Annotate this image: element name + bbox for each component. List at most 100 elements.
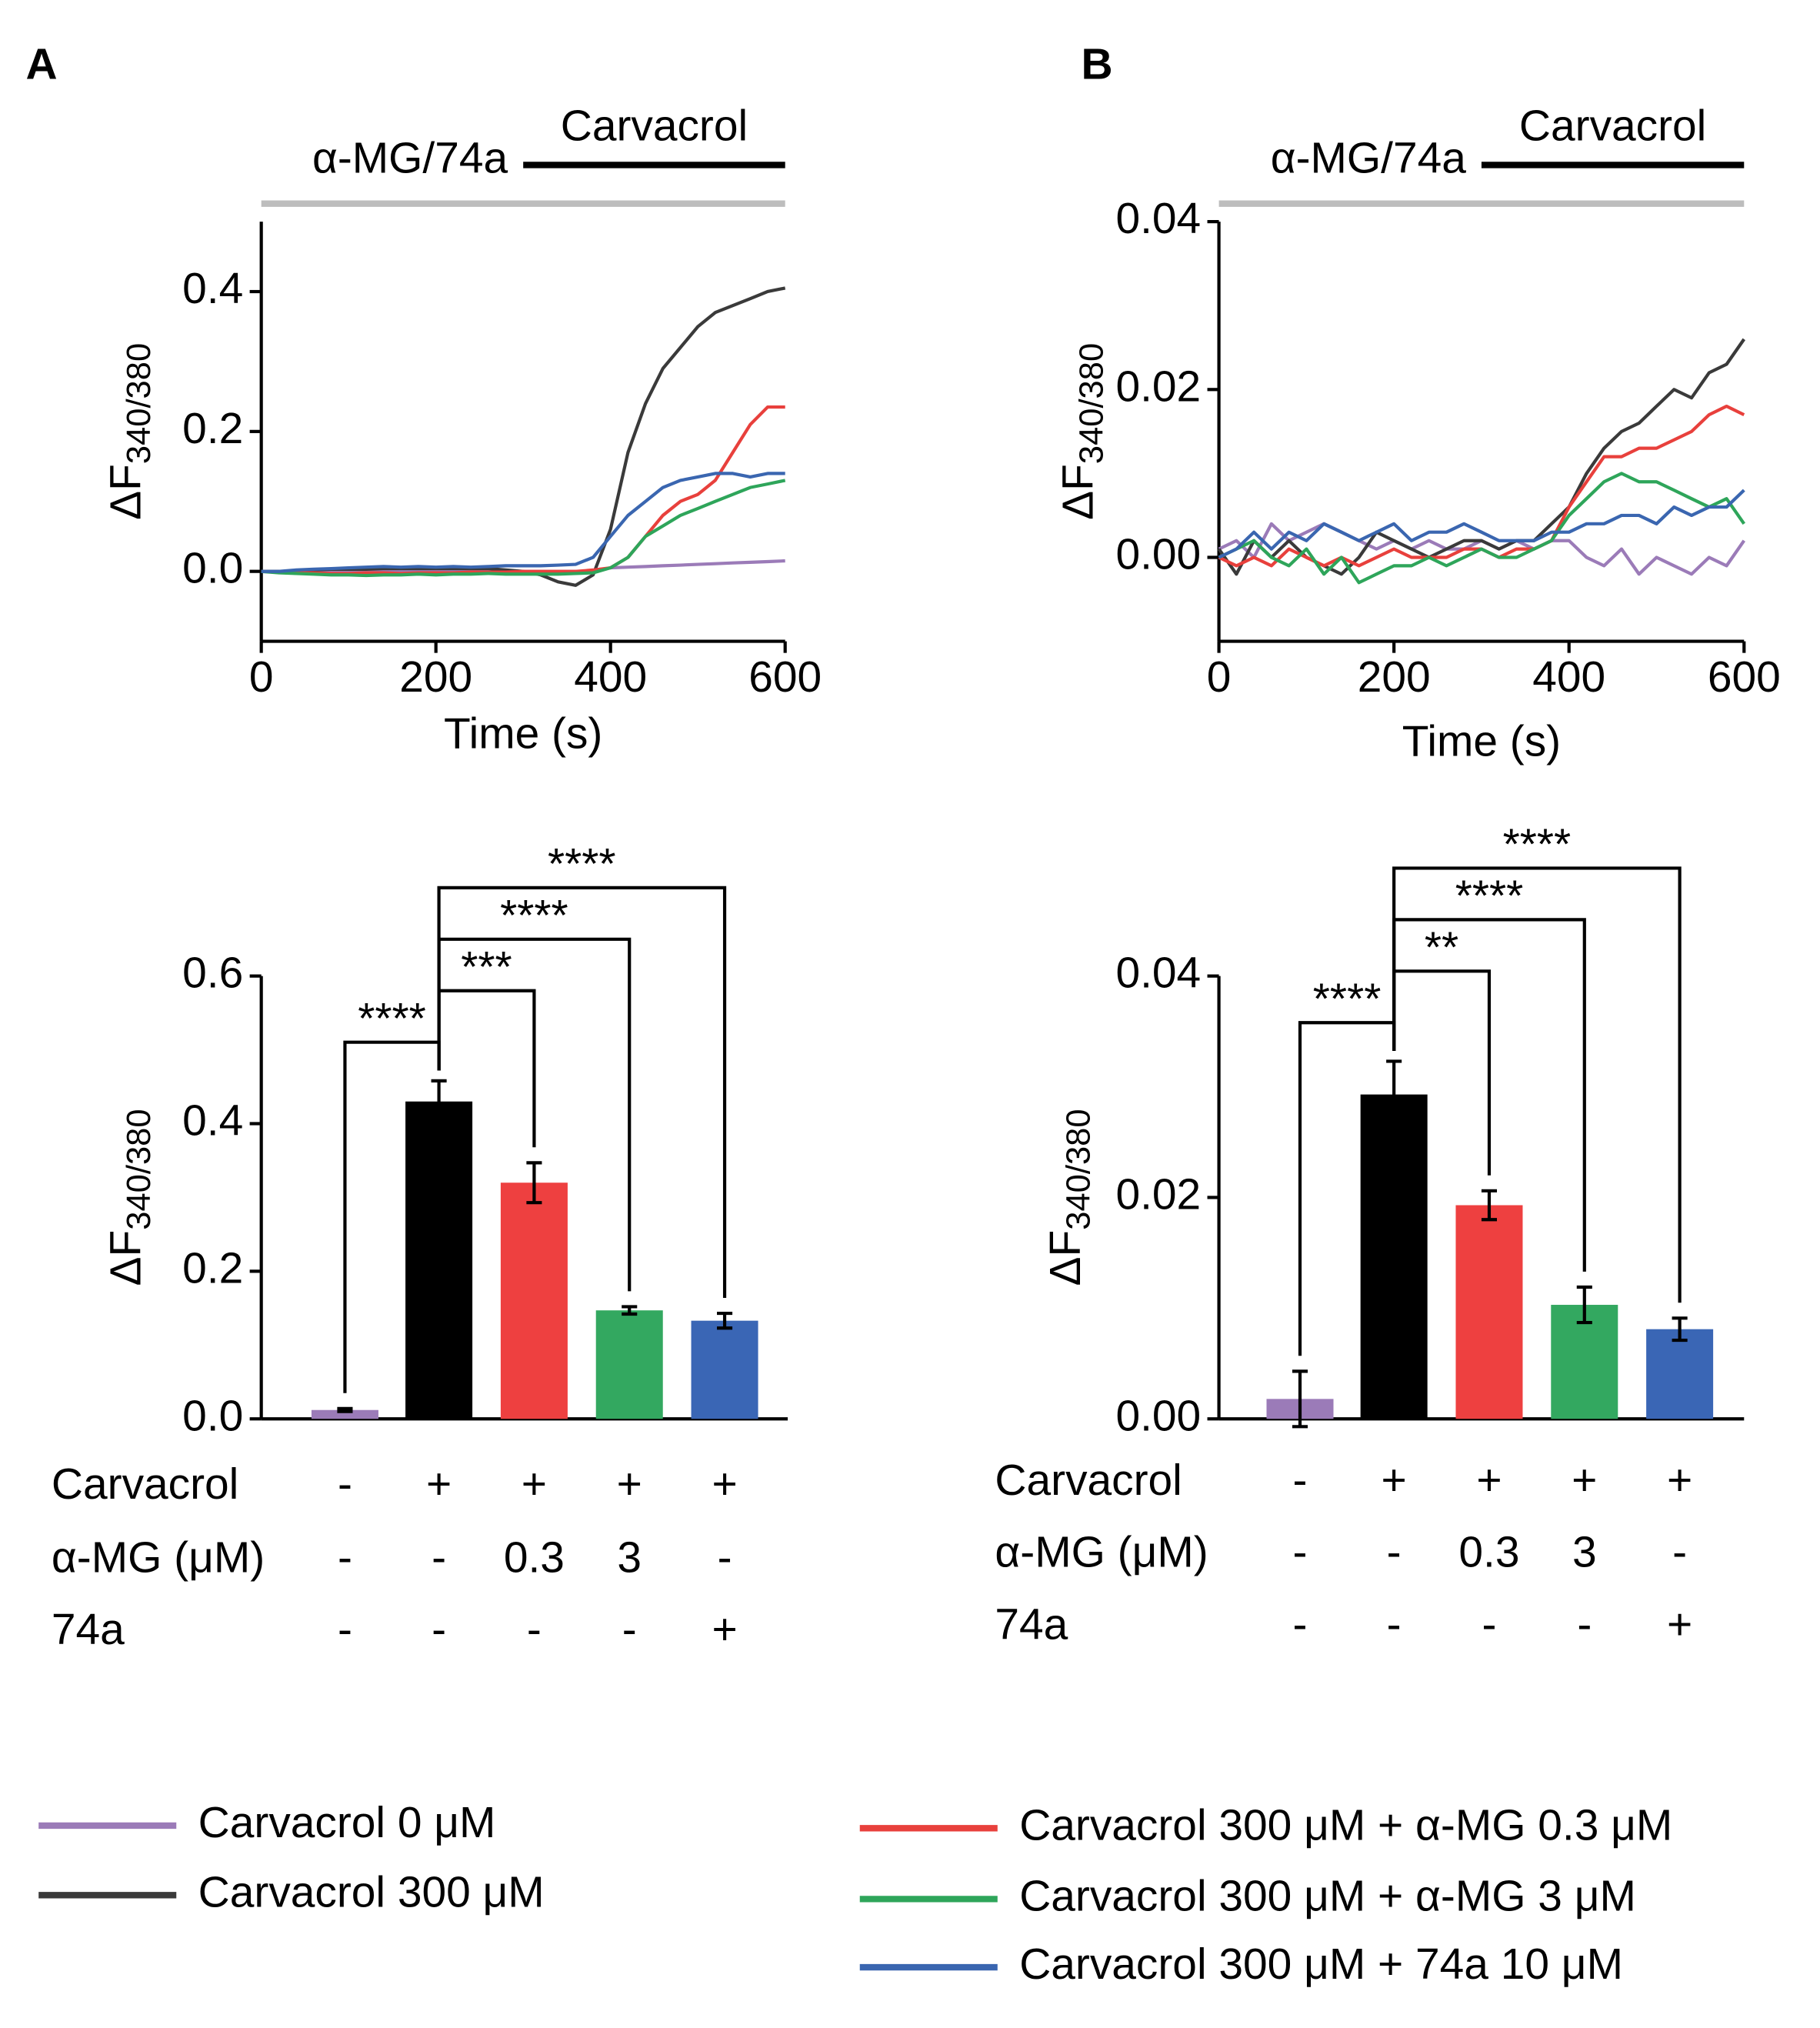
legend-label: Carvacrol 0 μM [198,1798,496,1847]
x-tick-label: 200 [1358,652,1431,702]
x-tick-label: 600 [1708,652,1781,702]
condition-value: 3 [1572,1528,1597,1577]
y-tick-label: 0.04 [1115,949,1201,998]
annotation-label: Carvacrol [561,102,748,151]
y-tick-label: 0.2 [182,404,243,453]
y-tick-label: 0.00 [1115,1391,1201,1440]
error-bar [431,1079,447,1124]
y-tick-label: 0.02 [1115,362,1201,411]
significance-bracket [1392,866,1682,1303]
significance-label: **** [1503,820,1572,869]
y-tick-label: 0.6 [182,949,243,998]
condition-value: - [432,1533,446,1582]
y-axis-label: ΔF340/380 [1041,1109,1098,1286]
annotation-label: α-MG/74a [1271,133,1467,182]
condition-value: 0.3 [504,1533,565,1582]
condition-value: + [617,1459,642,1509]
x-tick-label: 600 [748,652,822,702]
error-bar [526,1161,542,1205]
condition-value: - [1293,1599,1308,1649]
condition-value: - [1387,1599,1402,1649]
series-line [1218,472,1745,585]
y-axis-label: ΔF340/380 [1054,343,1111,520]
condition-value: - [1387,1528,1402,1577]
significance-label: **** [358,994,426,1043]
error-bar [1481,1189,1498,1222]
significance-label: **** [548,839,616,889]
bar [595,1310,663,1419]
significance-label: **** [1313,975,1382,1024]
condition-value: + [712,1605,737,1654]
legend-label: Carvacrol 300 μM + α-MG 0.3 μM [1019,1800,1672,1850]
condition-value: - [718,1533,732,1582]
condition-value: + [1572,1456,1597,1505]
y-axis-label-sub: 340/380 [1061,1109,1098,1229]
condition-value: 0.3 [1458,1528,1519,1577]
condition-value: - [338,1605,352,1654]
significance-label: *** [461,942,512,992]
significance-label: **** [1455,872,1524,921]
condition-value: + [426,1459,452,1509]
y-axis-label-sub: 340/380 [122,343,158,464]
y-axis-label-main: ΔF [101,464,150,520]
series-line [261,472,785,573]
condition-value: 3 [617,1533,642,1582]
error-bar [717,1311,733,1330]
bar [1360,1094,1428,1419]
condition-value: + [522,1459,547,1509]
condition-label: 74a [52,1605,125,1654]
condition-value: + [1667,1456,1692,1505]
legend-label: Carvacrol 300 μM + α-MG 3 μM [1019,1871,1636,1920]
bar [1646,1329,1714,1419]
y-tick-label: 0.4 [182,1096,243,1146]
bar [311,1409,378,1419]
x-tick-label: 200 [399,652,472,702]
y-axis-label-main: ΔF [1041,1230,1090,1286]
x-tick-label: 400 [1532,652,1605,702]
condition-value: - [338,1459,352,1509]
y-tick-label: 0.04 [1115,194,1201,243]
series-line [1217,338,1745,576]
condition-label: α-MG (μM) [52,1533,265,1582]
y-axis-label-main: ΔF [101,1230,150,1286]
bar [1455,1205,1523,1419]
significance-label: **** [500,891,568,940]
significance-bracket [437,886,727,1298]
error-bar [622,1305,638,1316]
series-line [261,405,785,575]
panel-label: A [25,39,57,88]
error-bar [1386,1059,1402,1129]
bar [405,1101,473,1419]
condition-value: - [1293,1528,1308,1577]
y-tick-label: 0.00 [1115,530,1201,579]
x-tick-label: 400 [574,652,647,702]
error-bar [1576,1285,1592,1325]
condition-value: - [527,1605,542,1654]
significance-label: ** [1425,923,1458,972]
x-tick-label: 0 [1207,652,1232,702]
y-axis-label-main: ΔF [1054,464,1103,520]
series-line [261,286,786,587]
condition-value: + [1476,1456,1502,1505]
condition-value: + [1667,1599,1692,1649]
condition-label: Carvacrol [52,1459,238,1509]
bar [691,1320,758,1419]
y-axis-label-sub: 340/380 [1074,343,1111,464]
series-line [261,479,786,578]
x-axis-label: Time (s) [1402,716,1561,766]
condition-value: - [338,1533,352,1582]
annotation-label: α-MG/74a [312,133,508,182]
y-tick-label: 0.0 [182,544,243,593]
y-tick-label: 0.02 [1115,1169,1201,1219]
y-axis-label: ΔF340/380 [101,1109,158,1286]
legend-label: Carvacrol 300 μM [198,1867,545,1916]
condition-value: - [432,1605,446,1654]
y-axis-label-sub: 340/380 [122,1109,158,1229]
x-axis-label: Time (s) [444,709,602,758]
error-bar [1292,1369,1308,1429]
condition-label: 74a [995,1599,1068,1649]
condition-value: - [1482,1599,1496,1649]
condition-value: + [1382,1456,1407,1505]
condition-value: - [1672,1528,1687,1577]
